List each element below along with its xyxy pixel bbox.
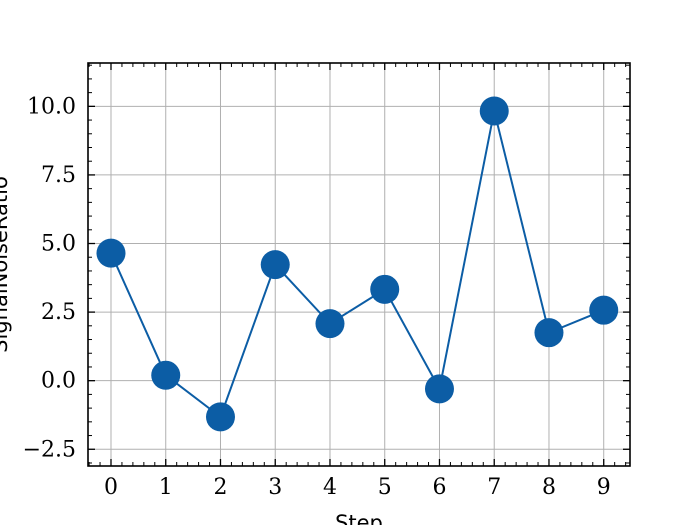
y-tick-label: 7.5	[41, 163, 76, 188]
plot-frame	[87, 62, 631, 467]
y-tick-label: 2.5	[41, 300, 76, 325]
y-tick-label: 5.0	[41, 232, 76, 257]
data-point	[260, 250, 290, 280]
x-axis-label: Step	[335, 511, 383, 525]
axis-ticks	[88, 63, 630, 466]
grid-lines	[88, 63, 630, 466]
data-point	[205, 402, 235, 432]
data-point	[370, 274, 400, 304]
data-point	[589, 295, 619, 325]
y-tick-label: 10.0	[27, 94, 76, 119]
x-tick-label: 2	[213, 475, 227, 500]
x-tick-label: 6	[432, 475, 446, 500]
x-tick-label: 0	[104, 475, 118, 500]
plot-background	[88, 63, 630, 466]
data-point	[96, 238, 126, 268]
x-tick-labels: 0 1 2 3 4 5 6 7 8 9	[104, 475, 611, 500]
data-point	[151, 360, 181, 390]
y-tick-label: 0.0	[41, 369, 76, 394]
x-tick-label: 8	[542, 475, 556, 500]
data-point	[315, 309, 345, 339]
series-layer	[96, 96, 619, 432]
data-point	[424, 374, 454, 404]
x-tick-label: 3	[268, 475, 282, 500]
y-tick-label: −2.5	[23, 437, 76, 462]
x-tick-label: 1	[159, 475, 173, 500]
data-point	[479, 96, 509, 126]
series-line	[110, 110, 605, 419]
y-tick-labels: −2.5 0.0 2.5 5.0 7.5 10.0	[23, 94, 76, 462]
x-tick-label: 4	[323, 475, 337, 500]
x-tick-label: 9	[597, 475, 611, 500]
x-tick-label: 5	[378, 475, 392, 500]
x-tick-label: 7	[487, 475, 501, 500]
y-axis-label: SignalNoiseRatio	[0, 176, 12, 353]
data-point	[534, 318, 564, 348]
